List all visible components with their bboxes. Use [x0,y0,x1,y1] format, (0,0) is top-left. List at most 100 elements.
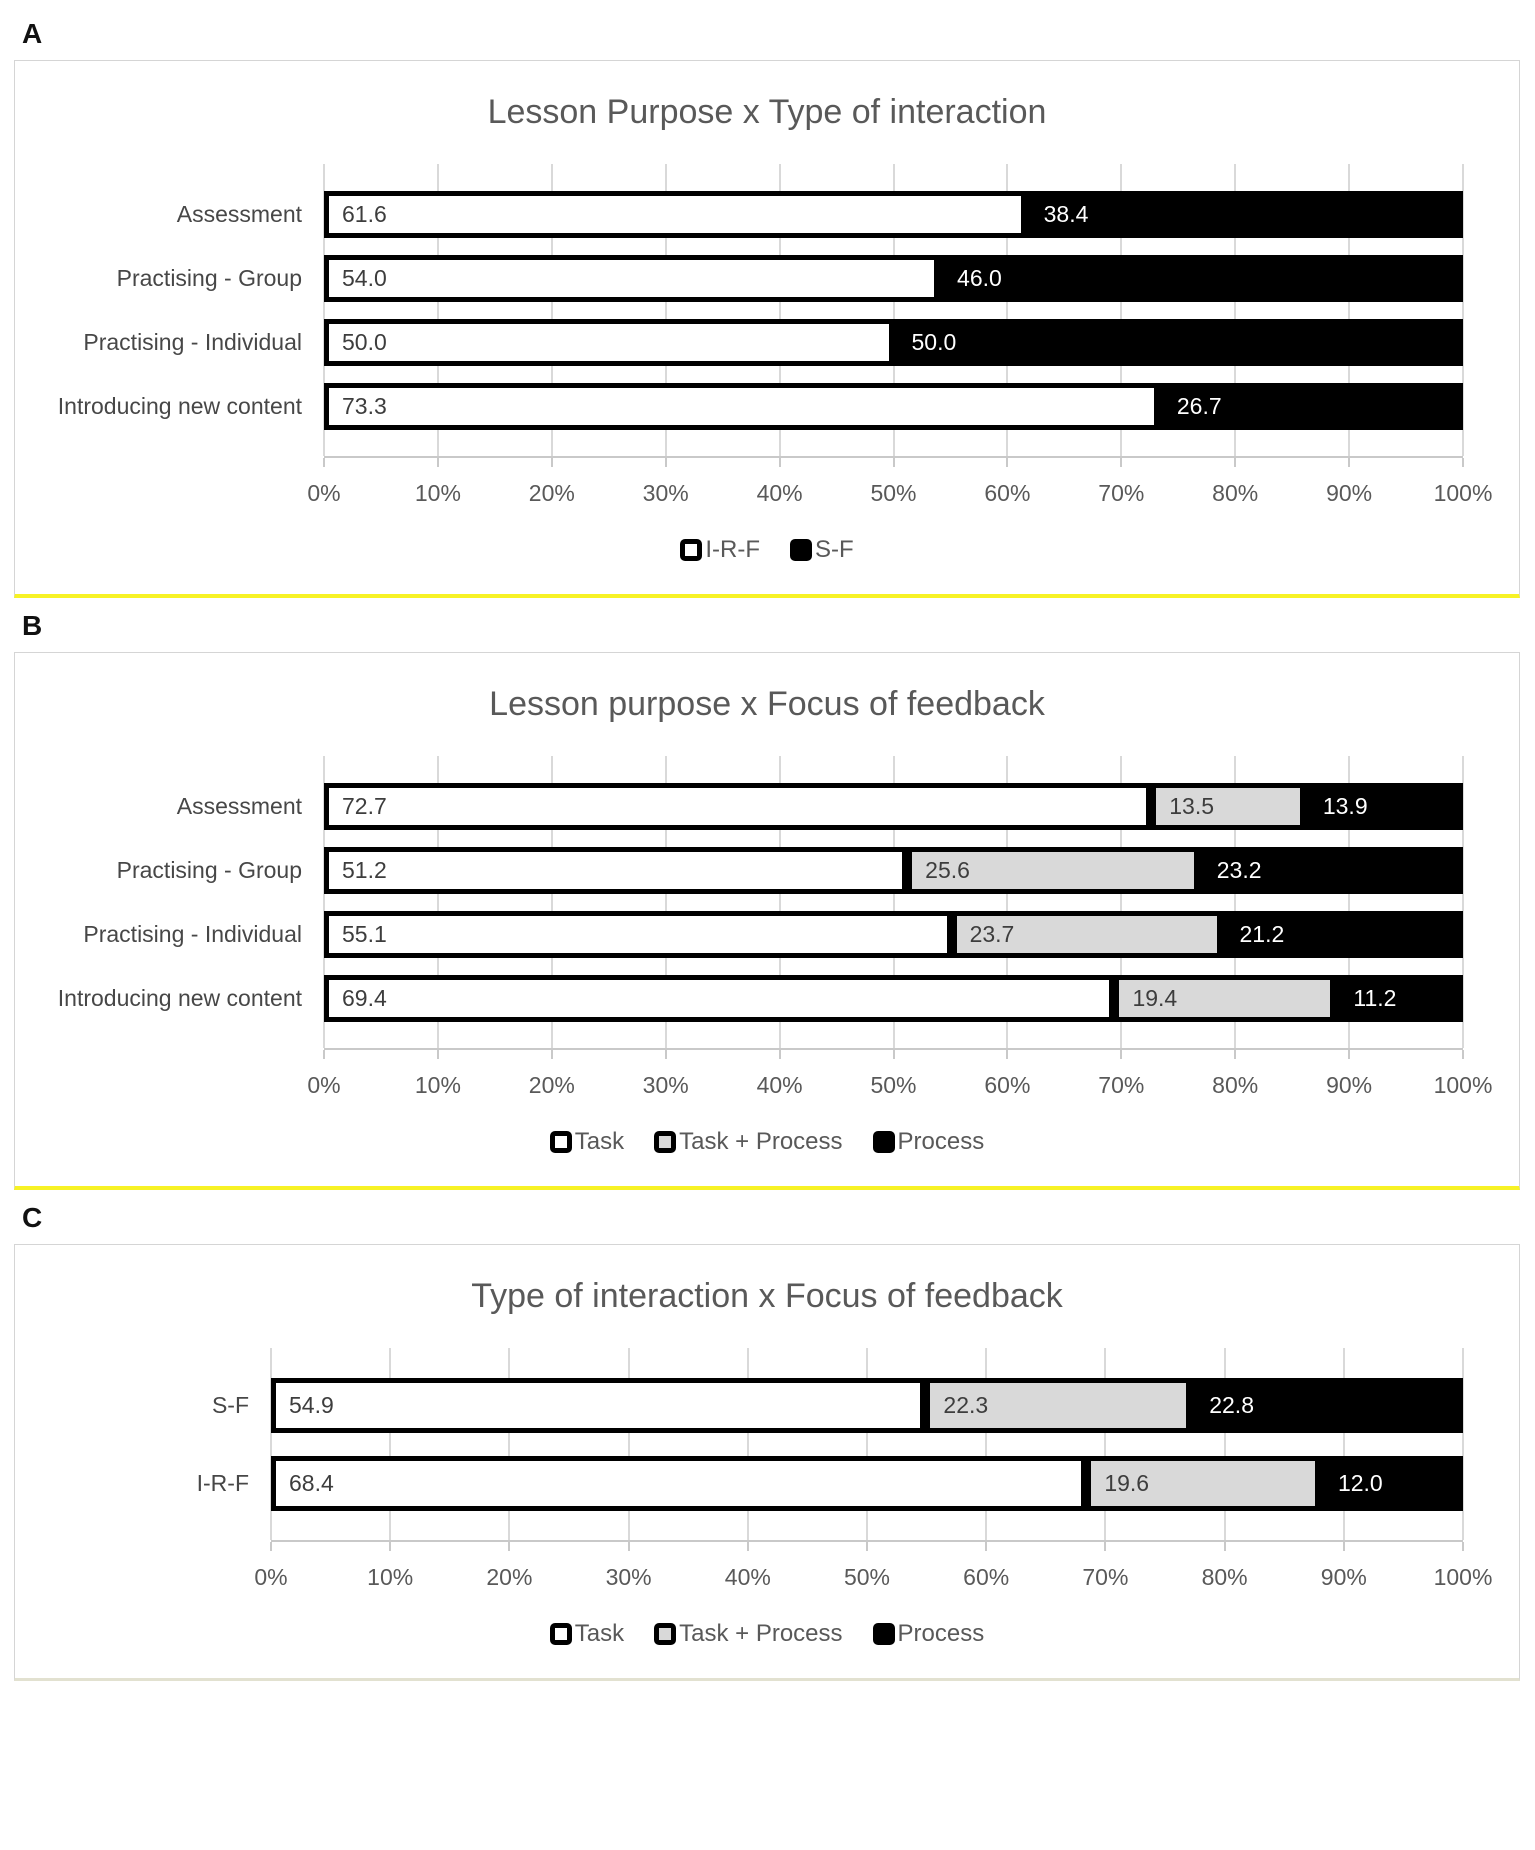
axis-tick-label: 90% [1326,480,1373,506]
legend-label: Process [897,1128,985,1155]
axis-tick-mark [1234,1050,1237,1059]
axis-tick-label: 90% [1320,1564,1367,1590]
bar-value-label: 12.0 [1337,1469,1383,1496]
axis-tick-label: 100% [1433,1072,1493,1098]
gridline [627,1348,630,1540]
axis-tick-label: 30% [605,1564,652,1590]
legend-swatch-icon [789,539,812,561]
axis-tick-label: 0% [254,1564,288,1590]
chart-legend-c: Task Task + Process Process [15,1620,1519,1662]
bar-segment: 50.0 [893,318,1463,366]
axis-tick-label: 10% [414,480,461,506]
axis-tick-mark [1462,1050,1464,1059]
category-label: Practising - Individual [83,328,302,355]
bar-segment: 13.9 [1304,782,1464,830]
axis-tick-mark [389,1542,392,1551]
bar-value-label: 54.9 [289,1391,334,1418]
bar-value-label: 46.0 [957,264,1002,291]
axis-tick-label: 70% [1082,1564,1129,1590]
legend-item: Task [549,1128,624,1156]
bar-value-label: 13.5 [1169,792,1214,819]
chart-legend-b: Task Task + Process Process [15,1128,1519,1170]
gridline [436,756,439,1048]
axis-tick-label: 10% [414,1072,461,1098]
axis-tick-mark [1348,1050,1351,1059]
grid-layer [323,756,1464,1048]
axis-tick-mark [436,1050,439,1059]
figure-page: A Lesson Purpose x Type of interaction A… [14,18,1520,1681]
bar-value-label: 51.2 [342,856,387,883]
axis-tick-mark [550,458,553,467]
legend-swatch-icon [549,1131,572,1153]
chart-plot-a: Assessment 61.6 38.4 Practising - Group 54.0… [15,164,1519,526]
gridline [270,1348,272,1540]
chart-title-b: Lesson purpose x Focus of feedback [489,685,1045,723]
bar-value-label: 73.3 [342,392,387,419]
category-label: I-R-F [196,1469,249,1496]
gridline [1120,164,1123,456]
axis-tick-label: 80% [1201,1564,1248,1590]
bar-segment: 26.7 [1158,382,1463,430]
axis-tick-label: 40% [756,1072,803,1098]
bar-row: Practising - Individual 55.1 23.7 21.2 [15,902,1519,966]
chart-title-a: Lesson Purpose x Type of interaction [487,93,1047,131]
gridline [778,164,781,456]
panel-label-b: B [22,610,43,641]
axis-tick-label: 20% [486,1564,533,1590]
axis-tick-mark [550,1050,553,1059]
axis-tick-label: 70% [1098,480,1145,506]
legend-swatch-icon [872,1131,895,1153]
x-axis: 0% 10% 20% 30% 40% 50% 60% 70% 80% 90% 100% [254,1540,1492,1610]
gridline [508,1348,511,1540]
bar-row: Assessment 61.6 38.4 [15,182,1519,246]
plot-region: S-F 54.9 22.3 22.8 I-R-F 68.4 19.6 12.0 [15,1348,1519,1540]
legend-swatch-icon [549,1623,572,1645]
gridline [1234,756,1237,1048]
bar-value-label: 22.3 [943,1391,989,1418]
axis-tick-mark [1462,458,1464,467]
axis-tick-mark [892,458,895,467]
bar-track: 73.3 26.7 [324,382,1463,430]
bar-rows: S-F 54.9 22.3 22.8 I-R-F 68.4 19.6 12.0 [15,1348,1519,1540]
category-label: Practising - Individual [83,920,302,947]
gridline [323,164,325,456]
legend-item: Task [549,1620,624,1648]
bar-segment: 50.0 [324,318,894,366]
bar-segment: 19.6 [1086,1455,1320,1511]
bar-value-label: 72.7 [342,792,387,819]
bar-value-label: 21.2 [1239,920,1285,947]
plot-region: Assessment 72.7 13.5 13.9 Practising - Group… [15,756,1519,1048]
axis-tick-mark [270,1542,272,1551]
bar-value-label: 11.2 [1353,984,1397,1011]
gridline [664,164,667,456]
bar-track: 68.4 19.6 12.0 [271,1455,1463,1511]
bar-value-label: 19.6 [1104,1469,1150,1496]
axis-tick-label: 100% [1433,1564,1493,1590]
legend-label: I-R-F [705,536,760,563]
gridline [1462,1348,1464,1540]
axis-tick-mark [1120,458,1123,467]
axis-tick-label: 0% [307,1072,341,1098]
bar-track: 55.1 23.7 21.2 [324,910,1463,958]
bar-row: Introducing new content 73.3 26.7 [15,374,1519,438]
category-label: Assessment [176,200,302,227]
bar-rows: Assessment 72.7 13.5 13.9 Practising - Group… [15,756,1519,1048]
chart-plot-b: Assessment 72.7 13.5 13.9 Practising - Group… [15,756,1519,1118]
axis-tick-mark [1120,1050,1123,1059]
chart-legend-a: I-R-F S-F [15,536,1519,578]
gridline [866,1348,868,1540]
gridline [664,756,667,1048]
gridline [1223,1348,1226,1540]
bar-segment: 22.3 [925,1377,1192,1433]
bar-row: Introducing new content 69.4 19.4 11.2 [15,966,1519,1030]
bar-track: 54.0 46.0 [324,254,1463,302]
axis-tick-mark [436,458,439,467]
x-axis: 0% 10% 20% 30% 40% 50% 60% 70% 80% 90% 100% [307,1048,1492,1118]
bar-value-label: 22.8 [1209,1391,1254,1418]
bar-value-label: 26.7 [1176,392,1222,419]
gridline [1462,756,1464,1048]
gridline [550,164,553,456]
bar-row: Practising - Individual 50.0 50.0 [15,310,1519,374]
axis-tick-mark [892,1050,895,1059]
bar-segment: 12.0 [1319,1455,1463,1511]
